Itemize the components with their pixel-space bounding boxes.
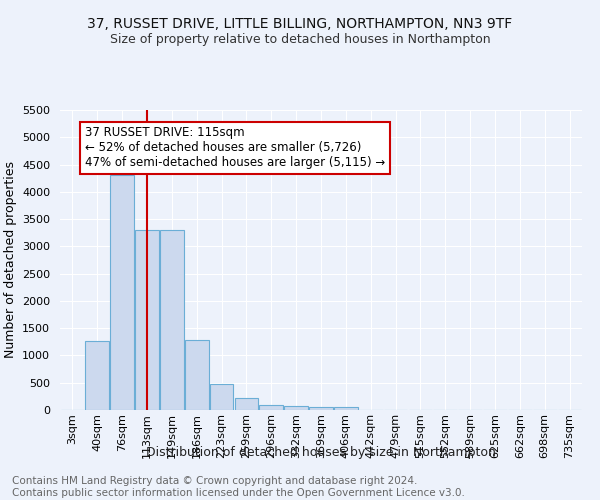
Bar — [185, 340, 209, 410]
Bar — [259, 404, 283, 410]
Bar — [210, 384, 233, 410]
Bar — [110, 176, 134, 410]
Y-axis label: Number of detached properties: Number of detached properties — [4, 162, 17, 358]
Bar — [284, 406, 308, 410]
Bar — [160, 230, 184, 410]
Text: Distribution of detached houses by size in Northampton: Distribution of detached houses by size … — [146, 446, 496, 459]
Bar — [334, 406, 358, 410]
Text: Contains HM Land Registry data © Crown copyright and database right 2024.
Contai: Contains HM Land Registry data © Crown c… — [12, 476, 465, 498]
Text: 37 RUSSET DRIVE: 115sqm
← 52% of detached houses are smaller (5,726)
47% of semi: 37 RUSSET DRIVE: 115sqm ← 52% of detache… — [85, 126, 385, 170]
Bar — [235, 398, 258, 410]
Text: Size of property relative to detached houses in Northampton: Size of property relative to detached ho… — [110, 32, 490, 46]
Bar — [85, 340, 109, 410]
Bar — [135, 230, 159, 410]
Bar — [309, 406, 333, 410]
Text: 37, RUSSET DRIVE, LITTLE BILLING, NORTHAMPTON, NN3 9TF: 37, RUSSET DRIVE, LITTLE BILLING, NORTHA… — [88, 18, 512, 32]
